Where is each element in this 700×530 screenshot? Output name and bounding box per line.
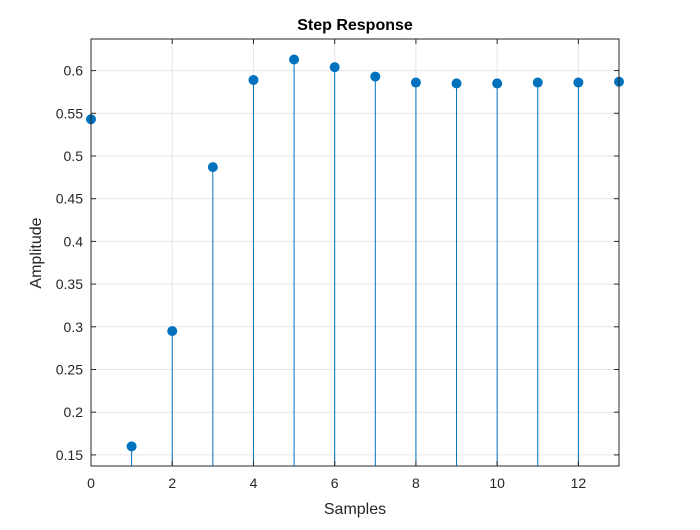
stem-marker [248,74,259,85]
y-tick-labels: 0.15 0.2 0.25 0.3 0.35 0.4 0.45 0.5 0.55 0.6 [56,63,83,463]
y-axis-label: Amplitude [28,217,45,288]
y-tick-label: 0.3 [64,319,84,335]
stem-marker [126,441,137,452]
stem-marker [451,78,462,89]
stem-marker [329,62,340,73]
x-axis-label: Samples [324,501,386,518]
y-tick-label: 0.15 [56,447,83,463]
y-tick-label: 0.35 [56,276,83,292]
stem-marker [410,77,421,88]
y-tick-label: 0.5 [64,148,84,164]
stem-marker [532,77,543,88]
x-tick-label: 12 [571,475,587,491]
y-tick-label: 0.4 [64,233,84,249]
plot-area-border [90,38,620,467]
x-tick-labels: 0 2 4 6 8 10 12 [87,475,586,491]
x-tick-label: 4 [250,475,258,491]
plot-area-background [91,39,619,466]
stem-marker [573,77,584,88]
x-tick-label: 2 [168,475,176,491]
stem-marker [492,78,503,89]
y-tick-label: 0.2 [64,404,84,420]
stem-marker [207,162,218,173]
y-tick-label: 0.25 [56,361,83,377]
y-tick-label: 0.6 [64,63,84,79]
ticks [90,39,619,466]
x-tick-label: 10 [489,475,505,491]
x-tick-label: 6 [331,475,339,491]
y-tick-label: 0.55 [56,105,83,121]
y-tick-label: 0.45 [56,191,83,207]
chart-title: Step Response [297,17,413,34]
x-tick-label: 8 [412,475,420,491]
stem-marker [289,54,300,65]
stem-marker [370,71,381,82]
stem-marker [167,326,178,337]
x-tick-label: 0 [87,475,95,491]
